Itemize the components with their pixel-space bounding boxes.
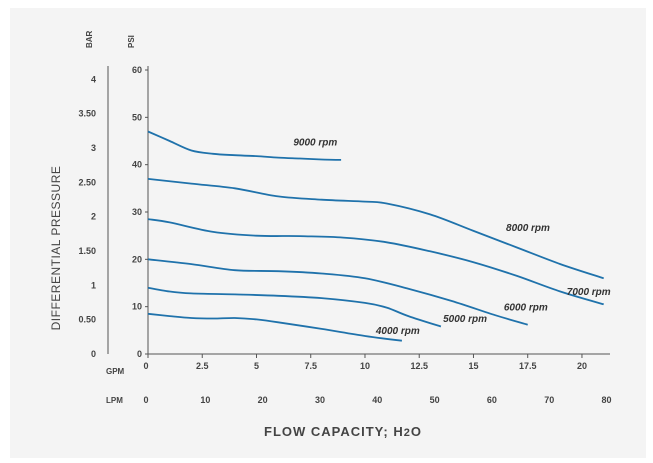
lpm-tick-label: 20 xyxy=(258,395,268,405)
gpm-unit-label: GPM xyxy=(106,367,125,376)
psi-tick-label: 0 xyxy=(137,349,142,359)
bar-tick-label: 0.50 xyxy=(78,315,96,325)
psi-tick-label: 10 xyxy=(132,302,142,312)
psi-tick-label: 50 xyxy=(132,112,142,122)
bar-tick-label: 1 xyxy=(91,280,96,290)
bar-tick-label: 0 xyxy=(91,349,96,359)
curve-label: 4000 rpm xyxy=(375,326,420,337)
gpm-tick-label: 2.5 xyxy=(196,361,209,371)
gpm-tick-label: 5 xyxy=(254,361,259,371)
curve-7000-rpm xyxy=(147,218,604,306)
gpm-tick-label: 15 xyxy=(468,361,478,371)
bar-tick-label: 3.50 xyxy=(78,109,96,119)
curve-label: 7000 rpm xyxy=(567,287,611,298)
curve-9000-rpm xyxy=(147,130,342,161)
bar-unit-label: BAR xyxy=(85,30,94,48)
chart-card: 0 10 20 30 40 50 60 0 0.50 1 1.50 2 2.50 3 3.50 4 0 2.5 5 7… xyxy=(10,8,646,458)
gpm-tick-label: 0 xyxy=(143,361,148,371)
lpm-tick-label: 30 xyxy=(315,395,325,405)
curve-label: 9000 rpm xyxy=(293,138,337,149)
psi-unit-label: PSI xyxy=(127,35,136,48)
curves: 9000 rpm 8000 rpm 7000 rpm 6000 rpm 5000 rpm… xyxy=(147,130,611,342)
lpm-tick-label: 60 xyxy=(487,395,497,405)
gpm-tick-label: 12.5 xyxy=(410,361,428,371)
curve-6000-rpm xyxy=(147,258,528,326)
bar-tick-label: 2.50 xyxy=(78,177,96,187)
lpm-tick-label: 10 xyxy=(200,395,210,405)
curve-5000-rpm xyxy=(147,286,442,328)
gpm-tick-label: 17.5 xyxy=(519,361,537,371)
lpm-tick-label: 70 xyxy=(544,395,554,405)
y-axis-title: DIFFERENTIAL PRESSURE xyxy=(49,166,63,331)
gpm-tick-label: 7.5 xyxy=(304,361,317,371)
axis-labels: BAR PSI GPM LPM DIFFERENTIAL PRESSURE FLOW CA… xyxy=(49,30,422,439)
psi-tick-label: 60 xyxy=(132,65,142,75)
lpm-tick-label: 40 xyxy=(372,395,382,405)
psi-tick-label: 30 xyxy=(132,207,142,217)
bar-tick-label: 1.50 xyxy=(78,246,96,256)
psi-tick-label: 40 xyxy=(132,160,142,170)
curve-label: 6000 rpm xyxy=(504,302,548,313)
lpm-unit-label: LPM xyxy=(106,396,123,405)
psi-tick-label: 20 xyxy=(132,254,142,264)
lpm-tick-label: 0 xyxy=(143,395,148,405)
curve-4000-rpm xyxy=(147,312,403,342)
lpm-tick-label: 50 xyxy=(430,395,440,405)
gpm-tick-label: 20 xyxy=(577,361,587,371)
bar-tick-label: 3 xyxy=(91,143,96,153)
curve-8000-rpm xyxy=(147,178,604,280)
bar-tick-label: 2 xyxy=(91,212,96,222)
curve-label: 5000 rpm xyxy=(443,314,487,325)
bar-tick-label: 4 xyxy=(91,74,96,84)
lpm-tick-label: 80 xyxy=(602,395,612,405)
x-axis-title: FLOW CAPACITY; H2O xyxy=(264,424,422,439)
curve-label: 8000 rpm xyxy=(506,223,550,234)
gpm-tick-label: 10 xyxy=(360,361,370,371)
